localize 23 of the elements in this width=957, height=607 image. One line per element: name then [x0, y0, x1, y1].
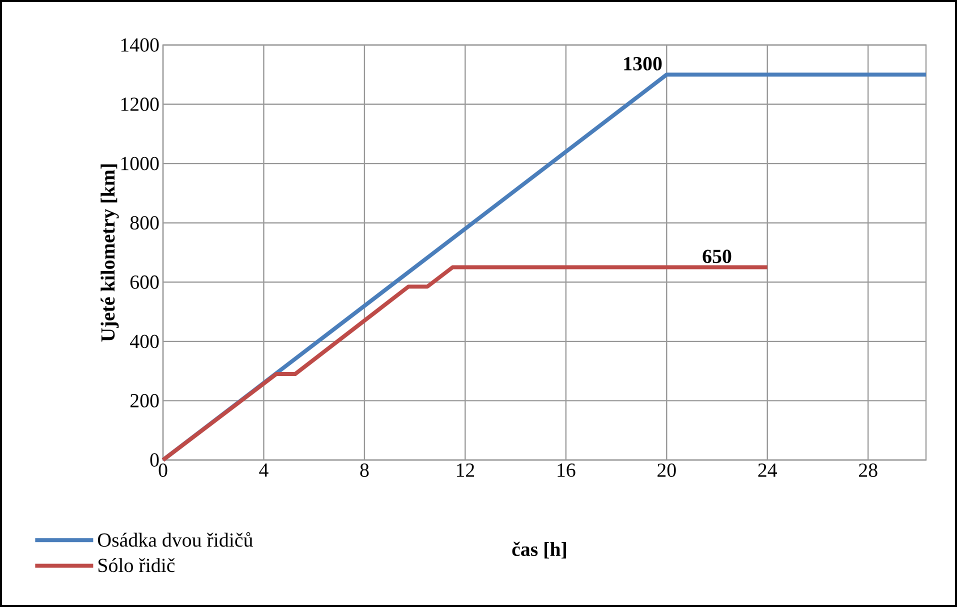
- x-tick-label: 8: [360, 464, 369, 477]
- legend-label: Osádka dvou řidičů: [98, 532, 253, 547]
- y-tick-label: 1000: [121, 156, 159, 170]
- y-tick-label: 800: [130, 216, 159, 230]
- y-tick-label: 1400: [121, 38, 159, 52]
- y-tick-label: 0: [150, 453, 159, 467]
- y-tick-label: 1200: [121, 98, 159, 111]
- x-tick-label: 20: [658, 464, 676, 477]
- y-tick-label: 200: [130, 394, 159, 408]
- x-tick-label: 28: [859, 464, 878, 477]
- x-tick-label: 24: [758, 464, 778, 477]
- legend-label: Sólo řidič: [98, 558, 175, 572]
- annotation: 650: [702, 250, 732, 264]
- y-tick-label: 400: [130, 334, 159, 348]
- annotation: 1300: [624, 56, 662, 70]
- x-tick-label: 0: [158, 464, 168, 477]
- x-axis-title: čas [h]: [512, 542, 566, 559]
- y-axis-title: Ujeté kilometry [km]: [100, 164, 119, 342]
- y-tick-label: 600: [130, 275, 159, 289]
- line-series: [161, 265, 770, 462]
- x-tick-label: 4: [259, 464, 268, 477]
- x-tick-label: 16: [558, 464, 576, 477]
- x-tick-label: 12: [456, 464, 474, 477]
